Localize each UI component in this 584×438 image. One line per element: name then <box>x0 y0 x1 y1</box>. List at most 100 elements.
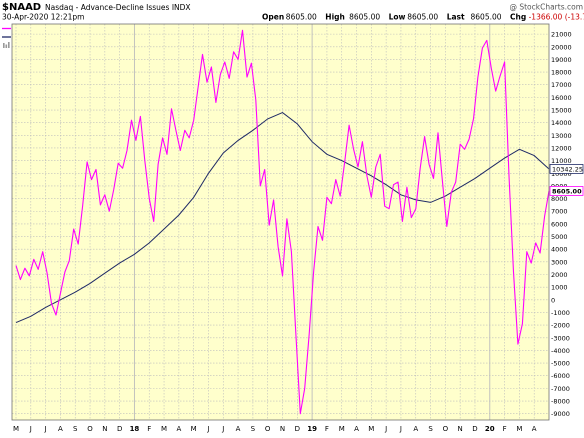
x-tick-label: F <box>503 425 507 433</box>
y-tick-label: 8000 <box>551 195 568 203</box>
y-tick-label: -7000 <box>551 385 570 393</box>
y-tick-label: 15000 <box>551 107 572 115</box>
x-tick-label: A <box>176 425 181 433</box>
last-value-text: 10342.25 <box>552 165 583 173</box>
chart-description: Nasdaq - Advance-Decline Issues INDX <box>45 3 191 12</box>
y-tick-label: 21000 <box>551 31 572 39</box>
x-tick-label: S <box>73 425 78 433</box>
x-tick-label: M <box>516 425 522 433</box>
x-tick-label: S <box>251 425 256 433</box>
x-tick-label: S <box>428 425 433 433</box>
x-tick-label: D <box>295 425 300 433</box>
x-tick-label: O <box>87 425 93 433</box>
x-tick-label: N <box>102 425 107 433</box>
x-tick-label: J <box>399 425 402 433</box>
chart-date: 30-Apr-2020 12:21pm <box>2 13 84 22</box>
x-tick-label: N <box>458 425 463 433</box>
last-value-tag: 10342.25 <box>549 164 584 174</box>
last-value-tag: 8605.00 <box>549 186 584 196</box>
x-tick-label: 18 <box>130 425 140 433</box>
x-tick-label: M <box>191 425 197 433</box>
stockcharts-watermark: @ StockCharts.com <box>509 3 583 12</box>
quote-value: 8605.00 <box>286 13 317 22</box>
legend-swatch-bar <box>8 42 10 48</box>
x-tick-label: M <box>13 425 19 433</box>
y-tick-label: 2000 <box>551 271 568 279</box>
quote-label: High <box>325 13 345 22</box>
plot-frame <box>11 23 550 421</box>
y-tick-label: 5000 <box>551 233 568 241</box>
x-tick-label: M <box>368 425 374 433</box>
x-tick-label: J <box>29 425 32 433</box>
y-tick-label: -3000 <box>551 334 570 342</box>
y-tick-label: -8000 <box>551 398 570 406</box>
last-value-box <box>549 164 584 174</box>
y-tick-label: 12000 <box>551 144 572 152</box>
x-tick-label: D <box>472 425 477 433</box>
y-tick-label: 18000 <box>551 69 572 77</box>
y-axis: -9000 -8000 -7000 -6000 -5000 -4000 -3000 -2000… <box>551 31 572 419</box>
x-tick-label: A <box>413 425 418 433</box>
x-tick-label: J <box>206 425 209 433</box>
y-tick-label: -5000 <box>551 360 570 368</box>
x-tick-label: D <box>117 425 122 433</box>
y-tick-label: -4000 <box>551 347 570 355</box>
y-tick-label: 13000 <box>551 132 572 140</box>
x-tick-label: N <box>280 425 285 433</box>
y-tick-label: 11000 <box>551 157 572 165</box>
x-axis: M J J A S O N D 18 F M A M J J A S O N D 19 F M A M J J A S O N D 20 F M A <box>13 425 537 433</box>
y-tick-label: 4000 <box>551 246 568 254</box>
x-tick-label: 20 <box>485 425 495 433</box>
y-tick-label: -1000 <box>551 309 570 317</box>
quote-label: Last <box>447 13 465 22</box>
vertical-gridlines <box>15 24 535 420</box>
legend-swatch-bar <box>5 44 8 48</box>
x-tick-label: J <box>221 425 224 433</box>
y-tick-label: 19000 <box>551 56 572 64</box>
y-tick-label: 1000 <box>551 284 568 292</box>
x-tick-label: A <box>532 425 537 433</box>
quote-value: 8605.00 <box>349 13 380 22</box>
x-tick-label: M <box>161 425 167 433</box>
quote-value: 8605.00 <box>471 13 502 22</box>
y-tick-label: 20000 <box>551 43 572 51</box>
x-tick-label: J <box>384 425 387 433</box>
quote-label: Chg <box>510 13 526 22</box>
y-tick-label: 14000 <box>551 119 572 127</box>
x-tick-label: O <box>443 425 449 433</box>
series-line-ma200 <box>15 112 550 324</box>
y-tick-label: -2000 <box>551 322 570 330</box>
x-tick-label: F <box>325 425 329 433</box>
y-tick-label: 0 <box>551 296 555 304</box>
quote-label: Low <box>389 13 406 22</box>
x-tick-label: M <box>339 425 345 433</box>
last-value-box <box>549 186 584 196</box>
quote-value: -1366.00 (-13.70%) <box>529 13 584 22</box>
x-tick-label: A <box>236 425 241 433</box>
y-tick-label: 3000 <box>551 258 568 266</box>
x-tick-label: A <box>354 425 359 433</box>
y-tick-label: 16000 <box>551 94 572 102</box>
x-tick-label: 19 <box>307 425 317 433</box>
plot-area <box>12 24 549 420</box>
quote-row: Open 8605.00 High 8605.00 Low 8605.00 Last 8605… <box>262 13 584 22</box>
last-value-text: 8605.00 <box>552 187 582 195</box>
horizontal-gridlines <box>12 33 549 414</box>
quote-value: 8605.00 <box>407 13 438 22</box>
x-tick-label: J <box>44 425 47 433</box>
quote-label: Open <box>262 13 284 22</box>
y-tick-label: -6000 <box>551 372 570 380</box>
x-tick-label: O <box>265 425 271 433</box>
x-tick-label: A <box>58 425 63 433</box>
legend-swatch-bar <box>3 43 5 48</box>
y-tick-label: 6000 <box>551 220 568 228</box>
x-tick-label: F <box>147 425 151 433</box>
y-tick-label: 7000 <box>551 208 568 216</box>
series-line-naad-cumulative <box>15 29 550 415</box>
y-tick-label: 17000 <box>551 81 572 89</box>
chart-symbol: $NAAD <box>2 2 41 13</box>
y-tick-label: -9000 <box>551 410 570 418</box>
last-value-labels: 10342.25 8605.00 <box>549 164 584 196</box>
